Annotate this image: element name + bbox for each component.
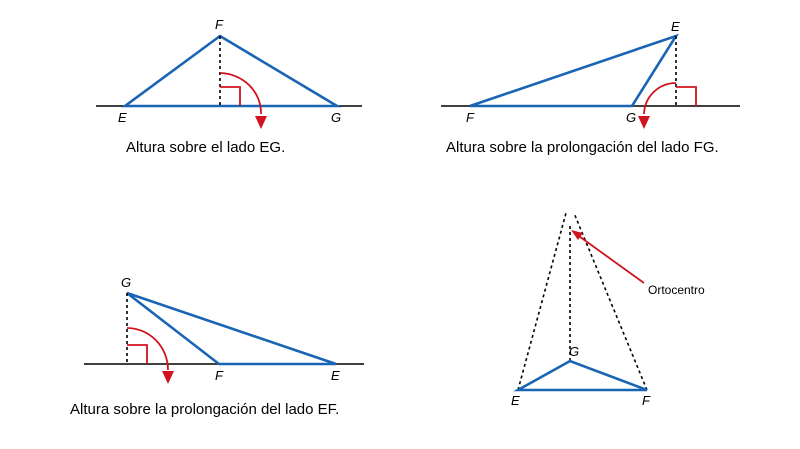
vertex-label-e: E (511, 393, 520, 408)
caption-panel-3: Altura sobre la prolongación del lado EF… (70, 401, 339, 418)
caption-panel-2: Altura sobre la prolongación del lado FG… (446, 139, 719, 156)
right-angle-marker (676, 86, 697, 106)
vertex-label-g: G (121, 275, 131, 290)
triangle-efg (512, 359, 648, 392)
rotation-arrow (126, 327, 169, 371)
vertex-label-e: E (671, 19, 680, 34)
arrow-head (571, 230, 583, 240)
right-angle-marker (220, 86, 241, 106)
panel-altura-prolongacion-fg: E F G Altura sobre la prolongación del l… (441, 19, 740, 156)
vertex-label-f: F (642, 393, 651, 408)
ortocentro-label: Ortocentro (648, 283, 705, 297)
rotation-arrow (219, 72, 262, 115)
vertex-label-f: F (466, 110, 475, 125)
ortocentro-pointer-arrow (575, 233, 645, 284)
arrow-head (162, 371, 174, 384)
caption-panel-1: Altura sobre el lado EG. (126, 139, 285, 156)
rotation-arrow (643, 82, 677, 115)
triangle-efg (121, 34, 342, 108)
panel-altura-lado-eg: F E G Altura sobre el lado EG. (96, 17, 362, 156)
vertex-label-g: G (626, 110, 636, 125)
vertex-label-e: E (331, 368, 340, 383)
vertex-label-g: G (569, 344, 579, 359)
altitude-from-f-dashed (573, 212, 648, 391)
vertex-label-f: F (215, 17, 224, 32)
panel-altura-prolongacion-ef: G F E Altura sobre la prolongación del l… (70, 275, 364, 418)
vertex-label-e: E (118, 110, 127, 125)
altitude-from-e-dashed (517, 212, 567, 391)
triangle-efg (126, 291, 337, 366)
arrow-head (638, 116, 650, 129)
vertex-label-f: F (215, 368, 224, 383)
vertex-label-g: G (331, 110, 341, 125)
right-angle-marker (127, 344, 148, 364)
arrow-head (255, 116, 267, 129)
triangle-efg (469, 33, 680, 108)
panel-ortocentro: Ortocentro G E F (511, 212, 705, 408)
